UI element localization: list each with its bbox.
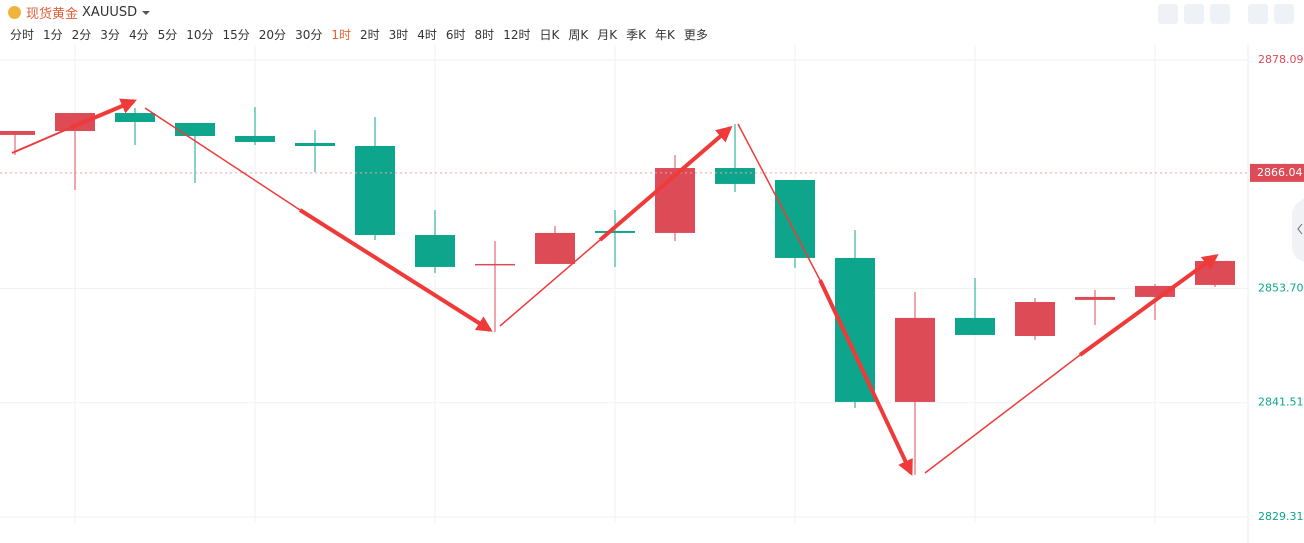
candle-body xyxy=(715,168,755,184)
y-tick-label: 2853.70 xyxy=(1258,282,1304,295)
candle-body xyxy=(1135,285,1175,297)
candle-body xyxy=(1015,301,1055,336)
timeframe-tab[interactable]: 年K xyxy=(654,28,675,42)
symbol-header[interactable]: 现货黄金 XAUUSD xyxy=(8,2,151,22)
y-tick-label: 2829.31 xyxy=(1258,510,1304,523)
y-tick-label: 2878.09 xyxy=(1258,53,1304,66)
candle-body xyxy=(295,143,335,147)
timeframe-tab[interactable]: 日K xyxy=(539,28,560,42)
last-price-label: 2866.04 xyxy=(1257,166,1303,179)
timeframe-tab[interactable]: 6时 xyxy=(445,28,466,42)
timeframe-tab[interactable]: 4分 xyxy=(128,28,149,42)
toolbar xyxy=(1158,4,1294,24)
candle-body xyxy=(235,135,275,142)
timeframe-tab[interactable]: 周K xyxy=(568,28,589,42)
gold-icon xyxy=(8,5,21,19)
timeframe-tab[interactable]: 15分 xyxy=(222,28,250,42)
timeframe-tab[interactable]: 1时 xyxy=(331,28,351,42)
timeframe-tab[interactable]: 2时 xyxy=(359,28,380,42)
candle-body xyxy=(475,263,515,266)
side-panel-toggle[interactable] xyxy=(1292,198,1304,262)
tool-button[interactable] xyxy=(1158,4,1178,24)
tool-button[interactable] xyxy=(1274,4,1294,24)
timeframe-tab[interactable]: 1分 xyxy=(43,28,63,42)
timeframe-tab[interactable]: 更多 xyxy=(683,28,708,42)
y-tick-label: 2841.51 xyxy=(1258,396,1304,409)
tool-button[interactable] xyxy=(1210,4,1230,24)
candle-body xyxy=(55,113,95,132)
candle-body xyxy=(595,230,635,233)
timeframe-tab[interactable]: 12时 xyxy=(503,28,531,42)
symbol-name: 现货黄金 xyxy=(26,6,79,22)
candle-body xyxy=(655,168,695,233)
candle-body xyxy=(895,317,935,402)
tool-button[interactable] xyxy=(1248,4,1268,24)
candle-body xyxy=(0,131,35,135)
timeframe-tab[interactable]: 月K xyxy=(597,28,618,42)
timeframe-tab[interactable]: 2分 xyxy=(71,28,92,42)
timeframe-tab[interactable]: 10分 xyxy=(186,28,214,42)
timeframe-tab[interactable]: 30分 xyxy=(295,28,323,42)
timeframe-tab[interactable]: 分时 xyxy=(10,28,35,42)
timeframe-tab[interactable]: 8时 xyxy=(474,28,495,42)
chevron xyxy=(1297,223,1303,235)
trend-arrows xyxy=(11,98,1219,476)
symbol-code: XAUUSD xyxy=(82,4,138,20)
candle-body xyxy=(355,146,395,236)
vertical-grid xyxy=(74,45,1156,523)
candle-body xyxy=(535,232,575,264)
timeframe-tab[interactable]: 3分 xyxy=(100,28,120,42)
dropdown-caret xyxy=(142,10,151,19)
timeframe-tab[interactable]: 20分 xyxy=(258,28,287,42)
last-price-badge xyxy=(1250,163,1304,182)
candle-body xyxy=(415,235,455,267)
timeframe-tabs: 分时 1分 2分 3分 4分 5分 10分 15分 20分 30分 1时 2时 3时 4时 6时 8时 12时日… xyxy=(10,26,708,43)
candle-body xyxy=(115,113,155,123)
timeframe-tab[interactable]: 3时 xyxy=(388,28,409,42)
candle-body xyxy=(955,317,995,335)
timeframe-tab[interactable]: 5分 xyxy=(157,28,178,42)
timeframe-tab[interactable]: 季K xyxy=(626,28,646,42)
candle-body xyxy=(1075,296,1115,300)
timeframe-tab[interactable]: 4时 xyxy=(417,28,437,42)
tool-button[interactable] xyxy=(1184,4,1204,24)
candle-body xyxy=(175,122,215,136)
candle-body xyxy=(775,180,815,258)
